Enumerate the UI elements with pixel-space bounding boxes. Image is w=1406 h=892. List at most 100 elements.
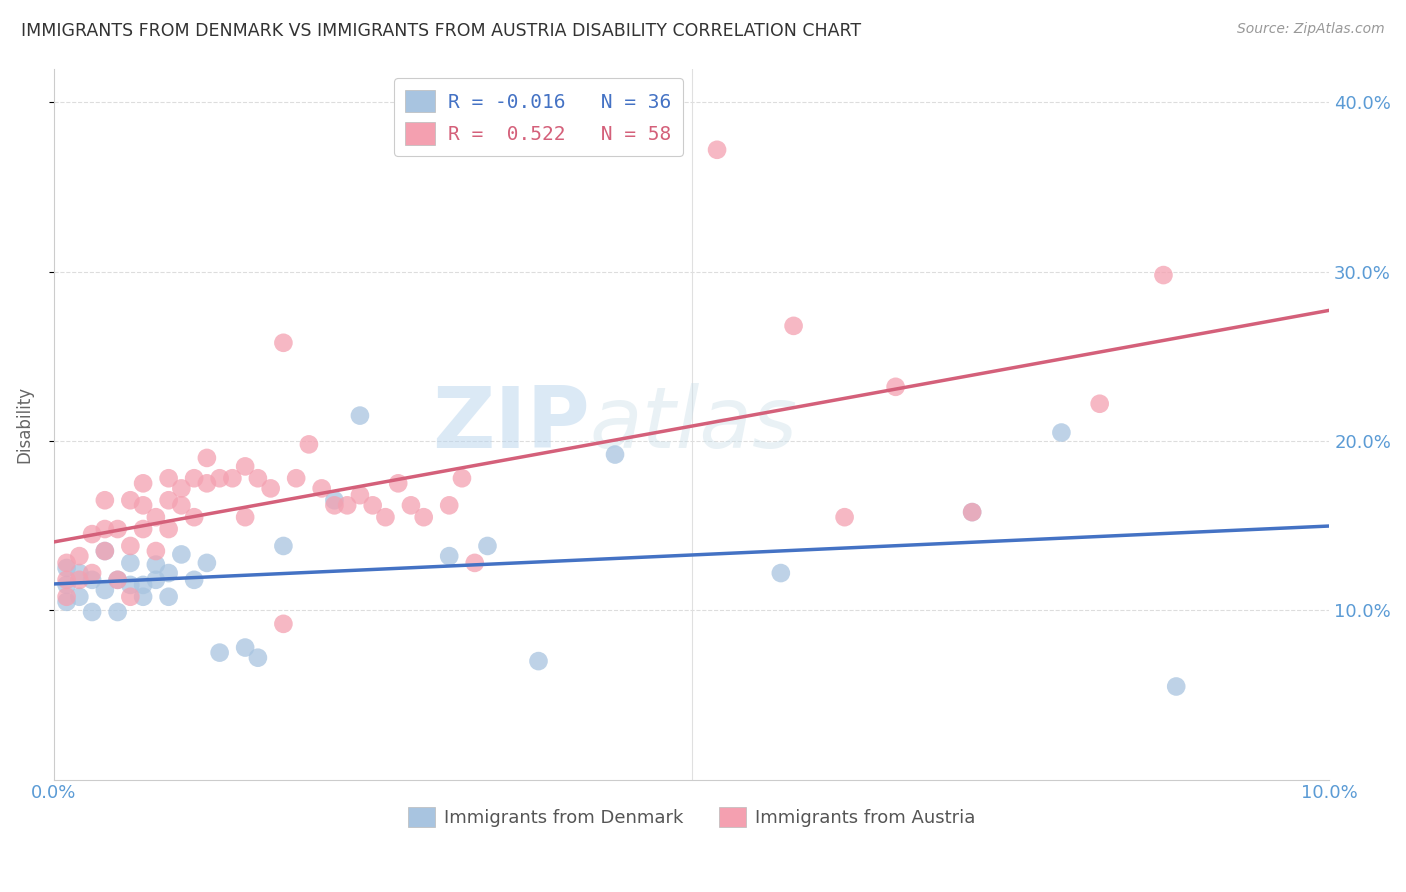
Point <box>208 471 231 485</box>
Y-axis label: Disability: Disability <box>15 385 32 463</box>
Point <box>157 590 180 604</box>
Point <box>170 482 193 496</box>
Point <box>603 448 626 462</box>
Point <box>82 527 104 541</box>
Point <box>120 578 142 592</box>
Point <box>120 539 142 553</box>
Point <box>82 605 104 619</box>
Point <box>120 493 142 508</box>
Point <box>311 482 333 496</box>
Legend: Immigrants from Denmark, Immigrants from Austria: Immigrants from Denmark, Immigrants from… <box>401 799 983 835</box>
Point <box>246 650 269 665</box>
Point <box>273 539 295 553</box>
Point <box>323 499 346 513</box>
Point <box>233 640 256 655</box>
Point <box>361 499 384 513</box>
Point <box>233 510 256 524</box>
Point <box>323 493 346 508</box>
Point <box>1152 268 1174 282</box>
Point <box>94 493 117 508</box>
Point <box>1088 397 1111 411</box>
Point <box>94 522 117 536</box>
Point <box>834 510 856 524</box>
Point <box>1050 425 1073 440</box>
Point <box>246 471 269 485</box>
Point <box>170 499 193 513</box>
Point <box>195 476 218 491</box>
Point <box>132 499 155 513</box>
Point <box>107 573 129 587</box>
Point <box>157 493 180 508</box>
Point <box>120 590 142 604</box>
Point <box>132 522 155 536</box>
Point <box>399 499 422 513</box>
Point <box>67 573 90 587</box>
Point <box>183 573 205 587</box>
Point <box>157 566 180 580</box>
Point <box>349 409 371 423</box>
Text: ZIP: ZIP <box>432 383 589 466</box>
Point <box>157 471 180 485</box>
Point <box>195 556 218 570</box>
Point <box>55 561 77 575</box>
Text: Source: ZipAtlas.com: Source: ZipAtlas.com <box>1237 22 1385 37</box>
Point <box>145 544 167 558</box>
Point <box>960 505 983 519</box>
Point <box>67 590 90 604</box>
Point <box>195 450 218 465</box>
Point <box>145 573 167 587</box>
Point <box>260 482 283 496</box>
Point <box>132 578 155 592</box>
Point <box>336 499 359 513</box>
Point <box>145 558 167 572</box>
Point <box>769 566 792 580</box>
Point <box>374 510 396 524</box>
Point <box>55 573 77 587</box>
Point <box>706 143 728 157</box>
Point <box>1166 680 1188 694</box>
Point <box>298 437 321 451</box>
Point <box>132 476 155 491</box>
Point <box>285 471 308 485</box>
Point <box>67 566 90 580</box>
Point <box>107 573 129 587</box>
Point <box>170 548 193 562</box>
Point <box>527 654 550 668</box>
Point <box>82 573 104 587</box>
Point <box>107 605 129 619</box>
Point <box>477 539 499 553</box>
Point <box>208 646 231 660</box>
Point <box>387 476 409 491</box>
Point <box>145 510 167 524</box>
Text: atlas: atlas <box>589 383 797 466</box>
Point <box>273 616 295 631</box>
Point <box>451 471 474 485</box>
Point <box>464 556 486 570</box>
Point <box>55 595 77 609</box>
Point <box>221 471 243 485</box>
Point <box>183 471 205 485</box>
Point <box>67 549 90 563</box>
Point <box>82 566 104 580</box>
Point <box>349 488 371 502</box>
Point <box>55 556 77 570</box>
Point <box>94 544 117 558</box>
Point <box>884 380 907 394</box>
Point <box>94 544 117 558</box>
Point <box>94 582 117 597</box>
Point <box>55 590 77 604</box>
Point <box>132 590 155 604</box>
Text: IMMIGRANTS FROM DENMARK VS IMMIGRANTS FROM AUSTRIA DISABILITY CORRELATION CHART: IMMIGRANTS FROM DENMARK VS IMMIGRANTS FR… <box>21 22 862 40</box>
Point <box>107 522 129 536</box>
Point <box>412 510 434 524</box>
Point <box>233 459 256 474</box>
Point <box>960 505 983 519</box>
Point <box>55 578 77 592</box>
Point <box>183 510 205 524</box>
Point <box>782 318 804 333</box>
Point <box>437 499 460 513</box>
Point <box>157 522 180 536</box>
Point <box>273 335 295 350</box>
Point <box>437 549 460 563</box>
Point <box>120 556 142 570</box>
